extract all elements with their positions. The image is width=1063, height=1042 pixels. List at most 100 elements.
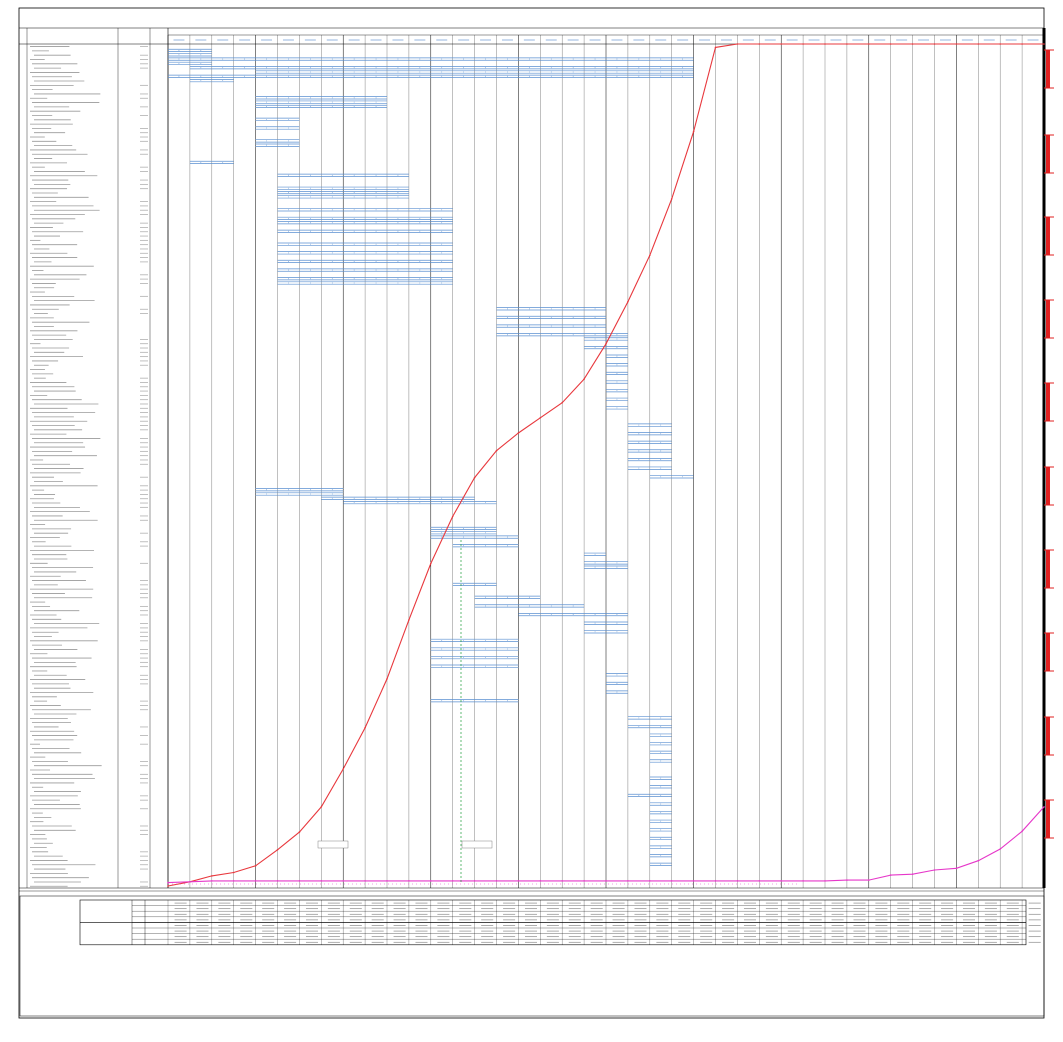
grid-layer [19,28,1046,889]
plan-point [1043,43,1045,45]
actual-point [955,867,958,870]
plan-point [649,254,651,257]
task-bars-layer [168,48,694,866]
actual-point [430,880,432,882]
plan-point [386,678,388,680]
plan-point [473,476,476,479]
plan-point [911,43,914,45]
right-markers-layer [1044,49,1054,839]
actual-point [692,880,695,882]
plan-point [1021,43,1023,45]
plan-point [451,515,454,518]
summary-table-layer [19,890,1045,1017]
plan-point [561,401,563,404]
plan-point [430,562,432,565]
status-date-box [461,840,493,849]
actual-point [758,880,761,882]
actual-point [517,880,520,882]
actual-point [408,880,410,882]
actual-point [802,880,804,882]
plan-point [627,300,629,303]
plan-point [955,43,958,45]
page-break-marker [1046,300,1050,338]
page-break-marker [1046,550,1050,588]
actual-point [561,880,563,882]
page-break-marker [1046,633,1050,671]
page-frame [18,7,1045,1019]
actual-point [495,880,498,882]
task-rows-layer [19,27,1044,888]
actual-point [1021,830,1023,833]
plan-point [408,619,410,621]
plan-point [517,432,520,434]
page-break-marker [1046,50,1050,88]
plan-point [320,806,323,808]
plan-point [539,417,542,419]
plan-point [495,449,498,452]
plan-point [846,43,848,45]
actual-point [999,848,1001,850]
plan-point [758,43,761,45]
actual-point [670,880,673,882]
actual-point [189,881,191,883]
plan-point [868,43,870,45]
plan-point [736,43,739,45]
plan-point [802,43,804,45]
plan-point [605,343,607,345]
plan-box [317,840,349,849]
actual-point [977,859,980,862]
plan-point [889,43,892,45]
actual-point [364,880,366,882]
actual-point [254,880,257,882]
actual-point [933,869,936,871]
actual-point [649,880,651,882]
actual-point [276,880,279,882]
plan-point [167,885,169,887]
actual-point [780,880,782,882]
actual-point [386,880,388,882]
page-break-marker [1046,383,1050,421]
page-break-marker [1046,135,1050,173]
actual-point [583,880,585,882]
actual-point [232,880,235,882]
actual-point [167,881,169,884]
footer-frame [19,895,1045,1017]
plan-point [276,849,279,851]
actual-point [539,880,542,882]
page-break-marker [1046,717,1050,755]
plan-point [977,43,980,45]
page-break-marker [1046,800,1050,838]
plan-point [298,831,301,833]
actual-point [605,880,607,882]
plan-point [670,198,673,200]
plan-point [211,875,213,877]
actual-point [211,880,213,882]
plan-point [933,43,936,45]
page-break-marker [1046,467,1050,505]
actual-point [714,880,717,882]
actual-point [298,880,301,882]
curves-layer [167,43,1045,887]
plan-point [999,43,1001,45]
plan-point [232,871,235,874]
plan-point [714,46,717,49]
actual-point [889,874,892,876]
actual-point [473,880,476,882]
plan-point [364,726,366,729]
actual-point [846,879,848,881]
plan-point [342,768,345,770]
page-break-marker [1046,217,1050,255]
actual-point [320,880,323,882]
actual-point [911,873,914,875]
actual-point [1043,806,1045,808]
actual-point [627,880,629,882]
plan-point [254,865,257,867]
actual-point [342,880,345,882]
actual-point [824,880,826,882]
plan-point [780,43,782,45]
plan-point [583,378,585,380]
actual-point [736,880,739,882]
plan-point [692,130,695,133]
